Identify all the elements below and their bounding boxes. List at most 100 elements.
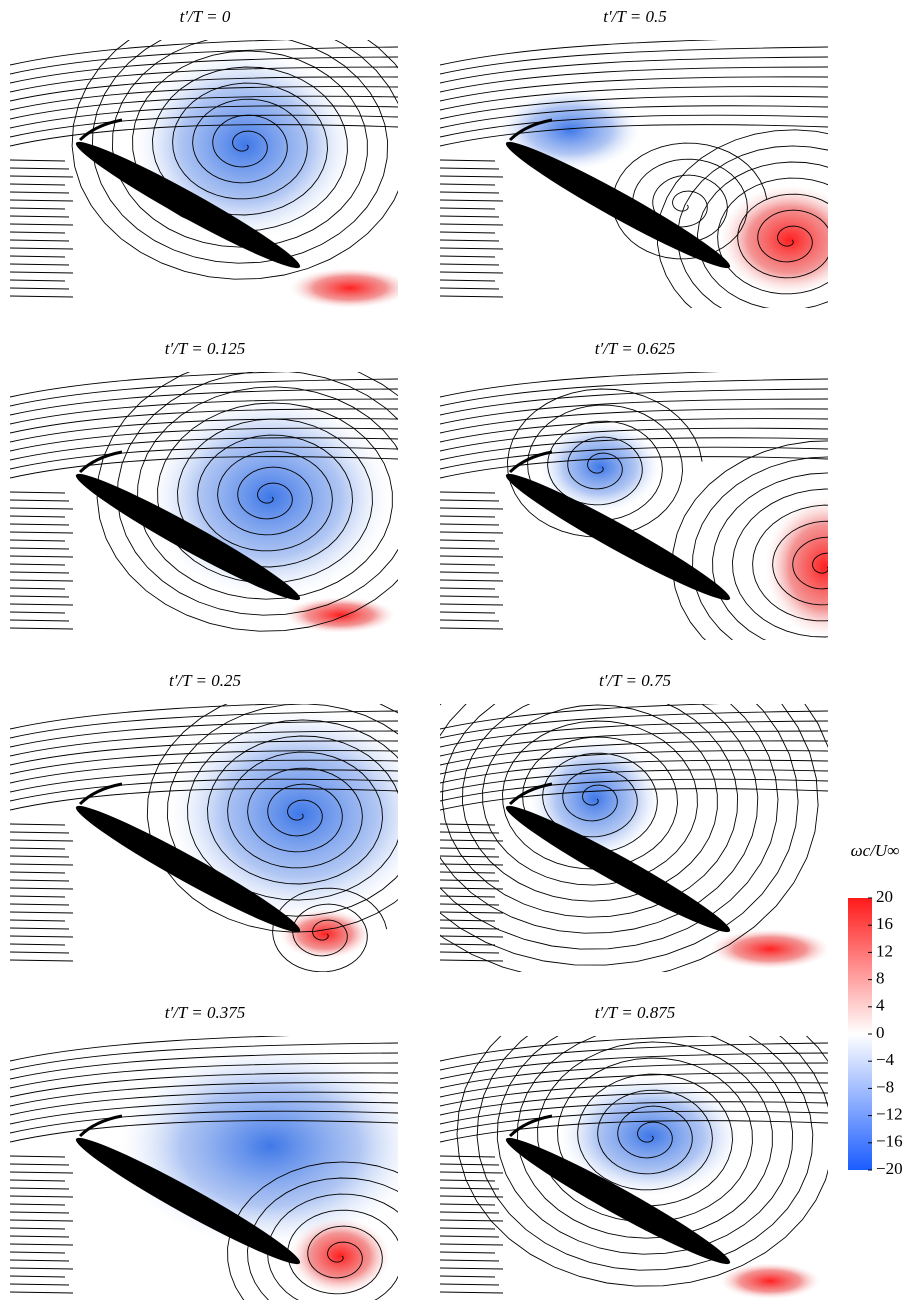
streamline	[440, 183, 496, 186]
streamline	[10, 769, 398, 793]
streamline	[440, 56, 828, 84]
streamline	[10, 1227, 66, 1230]
streamline	[10, 1155, 66, 1158]
flow-panel	[440, 1036, 828, 1299]
streamline	[440, 750, 828, 775]
streamline	[10, 183, 66, 186]
streamline	[440, 831, 500, 834]
streamline	[440, 720, 828, 748]
colorbar-tick-label: 12	[876, 941, 893, 960]
streamline	[440, 86, 828, 111]
streamline	[10, 919, 66, 922]
streamline	[440, 951, 500, 954]
streamline	[146, 704, 398, 933]
streamline	[440, 603, 504, 606]
streamline	[440, 271, 504, 274]
streamline	[10, 255, 66, 258]
colorbar-tick-label: 4	[876, 996, 885, 1015]
streamline	[440, 1195, 504, 1198]
streamline	[10, 159, 66, 162]
streamline	[10, 1120, 398, 1143]
streamline	[10, 1052, 398, 1080]
panel-title: t′/T = 0.875	[595, 1003, 676, 1022]
streamline	[10, 935, 74, 938]
streamline	[10, 847, 66, 850]
streamline	[10, 499, 70, 502]
streamline	[10, 46, 398, 75]
streamline	[440, 595, 500, 598]
streamline	[10, 523, 70, 526]
streamline	[440, 105, 828, 129]
streamline	[440, 611, 496, 614]
streamline	[440, 1171, 504, 1174]
streamline	[440, 927, 500, 930]
streamline	[440, 1120, 828, 1143]
streamline	[440, 1219, 504, 1222]
streamline	[10, 175, 74, 178]
streamline	[440, 855, 500, 858]
vorticity-field	[720, 1263, 820, 1299]
streamline	[10, 263, 70, 266]
streamline	[440, 769, 828, 793]
streamline	[440, 571, 500, 574]
streamline	[10, 563, 66, 566]
streamline	[10, 95, 398, 120]
streamline	[440, 879, 500, 882]
streamline	[10, 855, 70, 858]
streamline	[440, 839, 504, 842]
streamline	[10, 1101, 398, 1125]
streamline	[440, 499, 500, 502]
streamline	[10, 1203, 66, 1206]
streamline	[440, 1155, 496, 1158]
streamline	[10, 427, 398, 452]
streamline	[440, 539, 496, 542]
streamline	[10, 86, 398, 111]
streamline	[10, 507, 74, 510]
streamline	[10, 863, 74, 866]
colorbar-tick-label: −16	[876, 1132, 903, 1151]
streamline	[440, 167, 500, 170]
streamline	[440, 239, 500, 242]
streamline	[10, 1082, 398, 1107]
streamline	[440, 579, 504, 582]
colorbar-tick-label: −20	[876, 1159, 903, 1178]
streamline	[440, 95, 828, 120]
airfoil	[505, 805, 731, 933]
flap	[78, 782, 123, 806]
streamline	[10, 437, 398, 461]
colorbar-tick-label: 20	[876, 887, 893, 906]
streamline	[10, 167, 70, 170]
streamline	[10, 595, 70, 598]
streamline	[10, 887, 74, 890]
streamline	[10, 587, 66, 590]
streamline	[10, 927, 70, 930]
streamline	[440, 1259, 500, 1262]
streamline	[10, 611, 66, 614]
streamline	[440, 555, 504, 558]
streamline	[10, 114, 398, 138]
airfoil	[75, 1137, 301, 1265]
streamline	[10, 555, 74, 558]
streamline	[10, 1243, 74, 1246]
streamline	[10, 951, 70, 954]
panel-title: t′/T = 0.375	[165, 1003, 246, 1022]
streamline	[10, 871, 66, 874]
flap	[508, 450, 553, 474]
streamline	[10, 1235, 70, 1238]
streamline	[10, 239, 70, 242]
streamline	[10, 1042, 398, 1071]
streamline	[440, 191, 500, 194]
streamline	[10, 1259, 70, 1262]
flap	[78, 1114, 123, 1138]
vorticity-field	[285, 597, 395, 633]
streamline	[10, 531, 74, 534]
streamline	[440, 911, 504, 914]
panel-title: t′/T = 0.125	[165, 339, 246, 358]
streamline	[440, 427, 828, 452]
streamline	[440, 1227, 496, 1230]
streamline	[440, 788, 828, 811]
streamline	[10, 40, 289, 66]
colorbar-tick-label: −4	[876, 1050, 895, 1069]
streamline	[440, 295, 504, 298]
colorbar-label: ωc/U∞	[851, 841, 900, 860]
